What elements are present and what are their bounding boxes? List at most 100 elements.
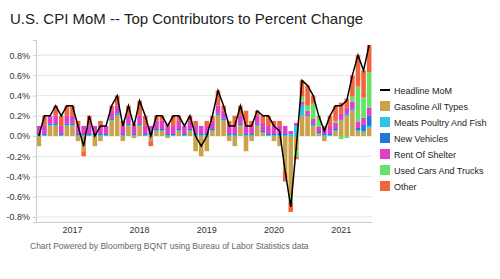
bar xyxy=(238,124,243,125)
legend-swatch xyxy=(380,165,390,175)
bar xyxy=(216,106,221,114)
bar xyxy=(177,130,182,131)
bar xyxy=(109,119,114,120)
bar xyxy=(149,141,154,146)
bar xyxy=(115,115,120,116)
bar xyxy=(238,116,243,124)
bar xyxy=(37,136,42,146)
bar xyxy=(177,121,182,129)
x-tick: 2017 xyxy=(62,222,82,235)
bar xyxy=(104,126,109,134)
bar xyxy=(160,129,165,130)
bar xyxy=(87,135,92,136)
bar xyxy=(311,119,316,124)
bar xyxy=(143,134,148,135)
bar xyxy=(249,136,254,137)
bar xyxy=(65,125,70,126)
bar xyxy=(210,129,215,130)
bar xyxy=(260,116,265,123)
bar xyxy=(70,126,75,136)
bar xyxy=(165,136,170,137)
grid-line xyxy=(36,196,372,197)
y-tick: 0.0% xyxy=(9,131,36,141)
legend-swatch xyxy=(380,117,390,127)
y-tick: 0.2% xyxy=(9,111,36,121)
bar xyxy=(227,136,232,141)
bar xyxy=(104,135,109,136)
grid-line xyxy=(36,216,372,217)
legend-label: New Vehicles xyxy=(394,134,449,144)
y-tick: -0.4% xyxy=(6,172,36,182)
bar xyxy=(356,130,361,131)
bar xyxy=(177,131,182,136)
bar xyxy=(249,135,254,136)
bar xyxy=(205,121,210,126)
bar xyxy=(199,136,204,137)
bar xyxy=(193,121,198,126)
bar xyxy=(42,135,47,136)
bar xyxy=(59,135,64,136)
bar xyxy=(65,124,70,125)
bar xyxy=(221,120,226,121)
bar xyxy=(260,131,265,132)
bar xyxy=(42,136,47,137)
bar xyxy=(143,126,148,134)
y-tick-mark xyxy=(33,75,36,76)
bar xyxy=(316,134,321,136)
y-tick-mark xyxy=(33,177,36,178)
bar xyxy=(283,126,288,134)
bar xyxy=(216,114,221,115)
bar xyxy=(266,136,271,137)
x-tick-label: 2021 xyxy=(331,225,351,235)
bar xyxy=(333,123,338,129)
bar xyxy=(283,136,288,137)
bar xyxy=(361,133,366,136)
bar xyxy=(53,125,58,126)
bar xyxy=(344,115,349,116)
bar xyxy=(339,114,344,120)
bar xyxy=(210,136,215,137)
y-tick: -0.2% xyxy=(6,152,36,162)
bar xyxy=(356,87,361,122)
bar xyxy=(322,136,327,137)
bar xyxy=(277,121,282,126)
bar xyxy=(143,136,148,137)
bar xyxy=(333,131,338,136)
bar xyxy=(227,135,232,136)
bar xyxy=(154,136,159,137)
bar xyxy=(87,136,92,137)
bar xyxy=(165,134,170,135)
bar xyxy=(244,135,249,136)
bar xyxy=(126,136,131,137)
bar xyxy=(199,135,204,136)
bar xyxy=(249,126,254,134)
bar xyxy=(339,136,344,139)
bar xyxy=(333,121,338,123)
x-tick-label: 2020 xyxy=(264,225,284,235)
bar xyxy=(316,132,321,133)
bar xyxy=(361,125,366,131)
bar xyxy=(48,125,53,126)
y-tick-label: 0.2% xyxy=(9,111,30,121)
bar xyxy=(210,130,215,131)
legend-item: Headline MoM xyxy=(380,86,452,96)
bar xyxy=(249,134,254,135)
bar xyxy=(98,136,103,141)
bar xyxy=(328,134,333,135)
bar xyxy=(199,134,204,135)
bar xyxy=(232,135,237,136)
bar xyxy=(53,124,58,125)
bar xyxy=(76,136,81,141)
bar xyxy=(70,125,75,126)
bar xyxy=(356,131,361,136)
bar xyxy=(70,116,75,124)
bar xyxy=(132,136,137,138)
x-tick: 2019 xyxy=(197,222,217,235)
bar xyxy=(132,136,137,137)
bar xyxy=(182,136,187,137)
bar xyxy=(255,136,260,137)
bar xyxy=(216,115,221,116)
grid-line xyxy=(36,55,372,56)
bar xyxy=(305,115,310,116)
bar xyxy=(255,124,260,125)
